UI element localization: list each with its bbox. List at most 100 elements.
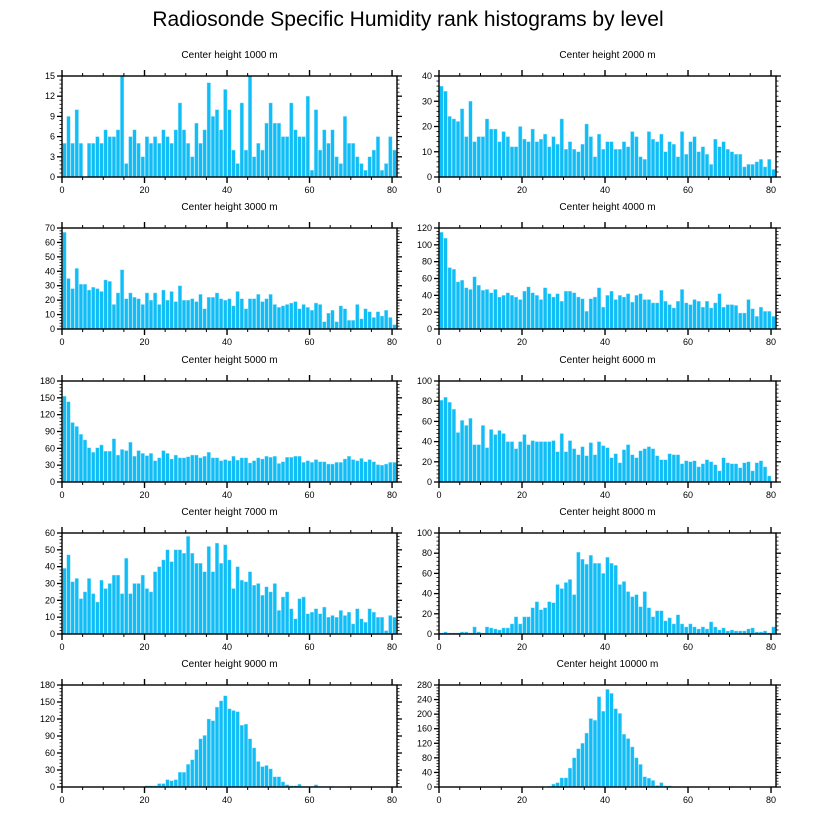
x-tick-label: 40 [222,642,232,652]
histogram-bar [380,616,385,635]
x-tick-label: 0 [59,337,64,347]
histogram-bar [314,608,319,635]
histogram-bar [239,102,244,178]
histogram-bar [684,626,689,635]
panel-8: Center height 8000 m 0 20 40 60 80 0 20 40 60 80 10… [417,507,781,652]
y-tick-label: 40 [45,266,55,276]
histogram-bar [597,287,602,330]
histogram-bar [103,450,108,483]
histogram-bar [120,449,125,483]
histogram-bar [330,310,335,330]
histogram-bar [696,466,701,483]
histogram-bar [272,304,277,330]
histogram-bar [272,122,277,178]
histogram-bar [617,713,622,788]
x-tick-label: 60 [683,795,693,805]
histogram-bar [153,292,158,330]
histogram-bar [239,725,244,788]
histogram-bar [330,463,335,483]
histogram-bar [655,610,660,635]
y-tick-label: 100 [417,376,432,386]
histogram-bar [363,170,368,178]
histogram-bar [447,267,452,330]
histogram-bar [264,765,269,788]
panel-3: Center height 3000 m 0 20 40 60 80 0 10 20 30 40 50… [45,202,402,347]
histogram-bar [186,299,191,330]
histogram-bar [169,143,174,178]
y-tick-label: 60 [45,443,55,453]
histogram-bar [547,601,552,635]
histogram-bar [555,293,560,330]
histogram-bar [66,116,71,178]
histogram-bar [293,455,298,483]
histogram-bar [243,308,248,330]
histogram-bar [103,129,108,178]
y-tick-label: 80 [422,753,432,763]
histogram-bar [99,143,104,178]
histogram-bar [248,75,252,178]
x-tick-label: 60 [305,490,315,500]
histogram-bar [198,294,203,330]
histogram-bar [206,452,211,483]
histogram-bar [642,159,647,178]
histogram-bar [480,290,485,330]
histogram-bar [671,623,676,635]
histogram-bar [563,451,568,483]
histogram-bar [169,458,174,483]
histogram-bar [305,460,310,483]
histogram-bar [124,298,129,330]
y-tick-label: 200 [417,709,432,719]
panel-title: Center height 2000 m [559,50,655,61]
histogram-bar [351,623,356,635]
histogram-bar [186,764,191,788]
histogram-bar [489,627,494,635]
histogram-bar [688,304,693,330]
histogram-bar [680,289,685,330]
histogram-bar [392,462,397,483]
histogram-bar [476,136,481,178]
histogram-bar [501,295,506,330]
histogram-bar [74,109,79,178]
histogram-bar [609,457,614,483]
histogram-bar [66,278,71,330]
histogram-bar [194,454,199,483]
y-tick-label: 40 [422,767,432,777]
histogram-bar [518,623,523,635]
histogram-bar [388,462,393,483]
y-tick-label: 0 [427,477,432,487]
histogram-bar [66,554,71,635]
histogram-bar [186,456,191,483]
histogram-bar [120,75,125,178]
histogram-bar [725,149,730,178]
histogram-bar [518,299,523,330]
histogram-bar [663,459,668,483]
histogram-bar [219,298,224,330]
histogram-bar [609,693,614,788]
histogram-bar [601,445,606,483]
histogram-bar [70,422,75,483]
histogram-bar [729,304,734,330]
histogram-bar [613,453,618,483]
histogram-bar [206,718,211,788]
histogram-bar [522,138,527,178]
y-tick-label: 50 [45,252,55,262]
histogram-bar [750,470,755,483]
histogram-bar [588,718,593,788]
histogram-bar [667,141,672,178]
histogram-bar [638,764,643,788]
histogram-bar [314,459,319,483]
x-tick-label: 80 [387,185,397,195]
histogram-bar [563,290,568,330]
histogram-bar [630,301,635,330]
histogram-bar [95,288,100,330]
histogram-bar [334,321,339,330]
histogram-bar [173,454,178,483]
y-tick-label: 40 [422,71,432,81]
y-tick-label: 0 [427,629,432,639]
panel-10: Center height 10000 m 0 20 40 60 80 0 40 80 120 16… [417,659,781,805]
histogram-bar [501,627,506,635]
x-tick-label: 60 [305,795,315,805]
histogram-bar [663,620,668,635]
histogram-bar [746,164,751,178]
x-tick-label: 60 [305,642,315,652]
